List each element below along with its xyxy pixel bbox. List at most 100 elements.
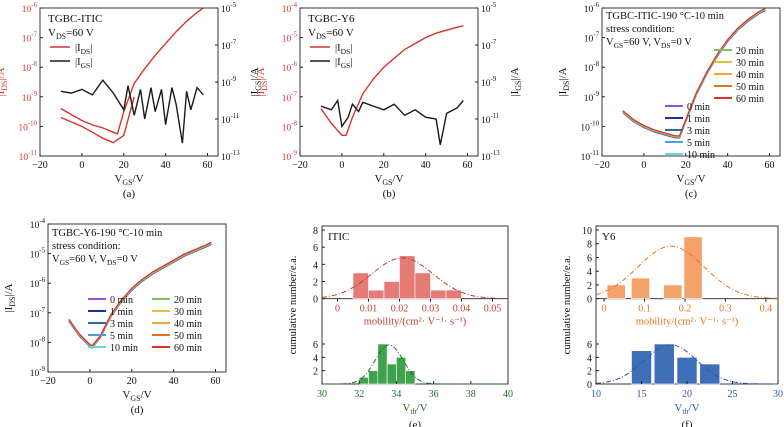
histogram-bar xyxy=(414,272,431,299)
y-right-tick-label: 10-5​ xyxy=(481,2,497,15)
y-tick-label: 6 xyxy=(313,340,318,351)
x-axis-label: VGS​/V xyxy=(374,173,403,187)
y-axis-label: |IDS​|/A xyxy=(3,283,17,312)
x-axis-label: VGS​/V xyxy=(676,173,705,187)
y-tick-label: 4 xyxy=(587,267,592,278)
x-tick-label: 38 xyxy=(466,389,476,400)
legend-label: 50 min xyxy=(174,331,202,342)
y-tick-label: 10-5​ xyxy=(282,32,298,45)
y-tick-label: 10-8​ xyxy=(584,61,600,74)
y-right-tick-label: 10-13​ xyxy=(481,150,500,163)
y-tick-label: 10-6​ xyxy=(30,277,46,290)
histogram-bar xyxy=(352,272,369,299)
histogram-bar xyxy=(663,284,683,299)
x-tick-label: 20 xyxy=(681,160,691,171)
x-tick-label: 0.05 xyxy=(484,304,502,315)
panel-label: (a) xyxy=(123,188,136,200)
x-axis-label-bottom: Vth​/V xyxy=(674,402,699,416)
histogram-bar xyxy=(606,284,626,299)
x-tick-label: 20 xyxy=(127,376,137,387)
x-tick-label: 30 xyxy=(317,389,327,400)
x-tick-label: 40 xyxy=(503,389,513,400)
panel-title: TGBC-Y6-190 °C-10 min xyxy=(52,228,163,239)
fit-curve-top xyxy=(595,245,779,299)
histogram-bar xyxy=(653,343,675,385)
y-tick-label: 8 xyxy=(313,226,318,237)
y-right-tick-label: 10-11​ xyxy=(481,113,499,126)
y-tick-label: 10-7​ xyxy=(22,32,38,45)
x-tick-label: 25 xyxy=(728,389,738,400)
x-tick-label: −20 xyxy=(594,160,610,171)
x-tick-label: 34 xyxy=(391,389,401,400)
x-tick-label: 60 xyxy=(211,376,221,387)
histogram-bar xyxy=(683,236,703,299)
histogram-bar xyxy=(399,255,416,299)
y-right-tick-label: 10-9​ xyxy=(221,76,237,89)
legend-label: 0 min xyxy=(110,295,133,306)
x-tick-label: 0.01 xyxy=(360,304,378,315)
series-line-idsreturn xyxy=(60,96,135,144)
legend-label-igs: |IGS​| xyxy=(335,57,352,70)
x-tick-label: 36 xyxy=(429,389,439,400)
y-tick-label: 10-5​ xyxy=(30,248,46,261)
legend-label-igs: |IGS​| xyxy=(75,57,92,70)
panel-title: Y6 xyxy=(602,231,616,243)
x-tick-label: 60 xyxy=(203,160,213,171)
series-line-ids xyxy=(320,25,464,136)
legend-label: 20 min xyxy=(174,295,202,306)
histogram-bar xyxy=(676,357,698,385)
y-right-axis-label: |IGS​|/A xyxy=(249,67,263,96)
y-tick-label: 8 xyxy=(587,240,592,251)
x-tick-label: 40 xyxy=(161,160,171,171)
y-tick-label: 10-6​ xyxy=(282,61,298,74)
panel-subtitle: stress condition: xyxy=(52,241,121,252)
x-axis-label: VGS​/V xyxy=(114,173,143,187)
x-tick-label: 0.04 xyxy=(453,304,471,315)
fit-curve-bottom xyxy=(595,344,778,385)
legend-label: 0 min xyxy=(687,102,710,113)
x-tick-label: −20 xyxy=(292,160,308,171)
legend-label: 40 min xyxy=(174,319,202,330)
x-tick-label: 0 xyxy=(87,376,92,387)
y-tick-label: 2 xyxy=(587,367,592,378)
legend-label: 3 min xyxy=(110,319,133,330)
x-tick-label: 0.03 xyxy=(422,304,440,315)
y-tick-label: 10-4​ xyxy=(282,2,298,15)
y-tick-label: 10-10​ xyxy=(580,120,599,133)
y-tick-label: 4 xyxy=(587,353,592,364)
x-tick-label: 60 xyxy=(765,160,775,171)
y-tick-label: 4 xyxy=(313,353,318,364)
series-line-60-min xyxy=(68,241,212,347)
y-tick-label: 10-11​ xyxy=(19,150,37,163)
panel-label: (f) xyxy=(682,419,693,427)
legend-label: 40 min xyxy=(736,70,764,81)
x-axis-label-top: mobility/(cm²· V⁻¹· s⁻¹) xyxy=(636,317,739,328)
legend-label: 30 min xyxy=(174,307,202,318)
legend-label: 50 min xyxy=(736,82,764,93)
x-tick-label: 0 xyxy=(641,160,646,171)
x-tick-label: 30 xyxy=(773,389,783,400)
x-tick-label: 15 xyxy=(637,389,647,400)
y-tick-label: 4 xyxy=(313,260,318,271)
y-tick-label: 10-7​ xyxy=(584,32,600,45)
histogram-bar xyxy=(445,289,462,299)
y-axis-label: cumulative number/e.a. xyxy=(562,256,573,355)
histogram-bar xyxy=(699,363,721,385)
legend-label: 60 min xyxy=(736,94,764,105)
histogram-bar xyxy=(386,363,397,385)
y-tick-label: 10-9​ xyxy=(584,91,600,104)
y-tick-label: 10-10​ xyxy=(18,120,37,133)
y-tick-label: 0 xyxy=(587,380,592,391)
x-tick-label: 0.02 xyxy=(391,304,409,315)
panel-subtitle: VDS​=60 V xyxy=(48,27,94,41)
panel-condition: VGS​=60 V, VDS​=0 V xyxy=(52,254,138,267)
histogram-bar xyxy=(430,289,447,299)
fit-curve-top xyxy=(321,257,509,300)
y-right-tick-label: 10-11​ xyxy=(221,113,239,126)
x-tick-label: 0.1 xyxy=(638,304,651,315)
plot-frame-(d) xyxy=(47,223,227,373)
series-line-igs xyxy=(60,79,204,144)
y-axis-label: cumulative number/e.a. xyxy=(288,256,299,355)
y-right-tick-label: 10-9​ xyxy=(481,76,497,89)
y-tick-label: 10-7​ xyxy=(282,91,298,104)
